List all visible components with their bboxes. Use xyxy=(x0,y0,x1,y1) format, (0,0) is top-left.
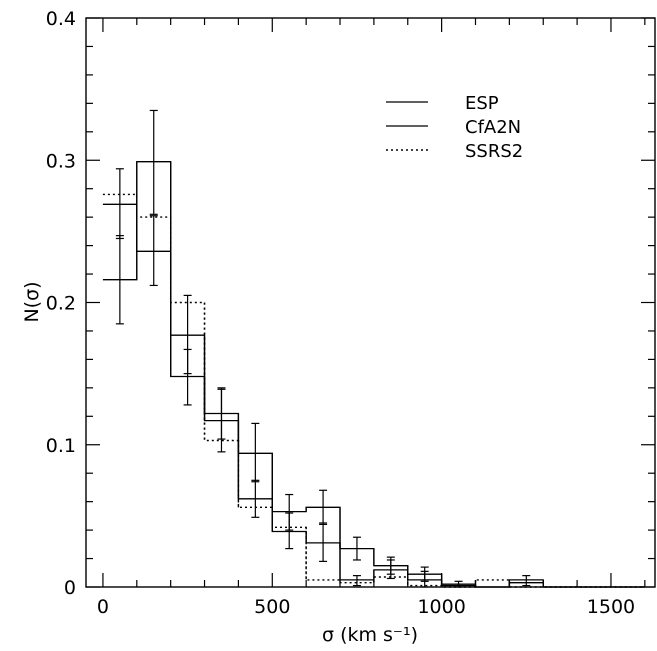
x-tick-label: 1500 xyxy=(587,596,635,618)
histogram-esp xyxy=(102,161,645,588)
legend: ESP CfA2N SSRS2 xyxy=(386,93,523,162)
y-tick-label: 0.4 xyxy=(46,8,76,30)
x-axis-label: σ (km s⁻¹) xyxy=(322,624,418,646)
x-tick-label: 0 xyxy=(97,596,109,618)
legend-label-esp: ESP xyxy=(465,93,499,114)
plot-content xyxy=(102,109,645,588)
axis-tick-labels: 0 500 1000 1500 0 0.1 0.2 0.3 0.4 xyxy=(46,8,635,618)
y-tick-label: 0.3 xyxy=(46,150,76,172)
histogram-cfa2n xyxy=(102,203,645,588)
legend-label-cfa2n: CfA2N xyxy=(465,117,521,138)
axis-ticks xyxy=(86,17,655,588)
x-tick-label: 1000 xyxy=(417,596,465,618)
y-tick-label: 0.2 xyxy=(46,293,76,315)
legend-label-ssrs2: SSRS2 xyxy=(465,141,523,162)
histogram-ssrs2 xyxy=(102,193,645,588)
y-tick-label: 0.1 xyxy=(46,435,76,457)
y-axis-label: N(σ) xyxy=(21,281,43,322)
x-tick-label: 500 xyxy=(254,596,290,618)
y-tick-label: 0 xyxy=(64,577,76,599)
